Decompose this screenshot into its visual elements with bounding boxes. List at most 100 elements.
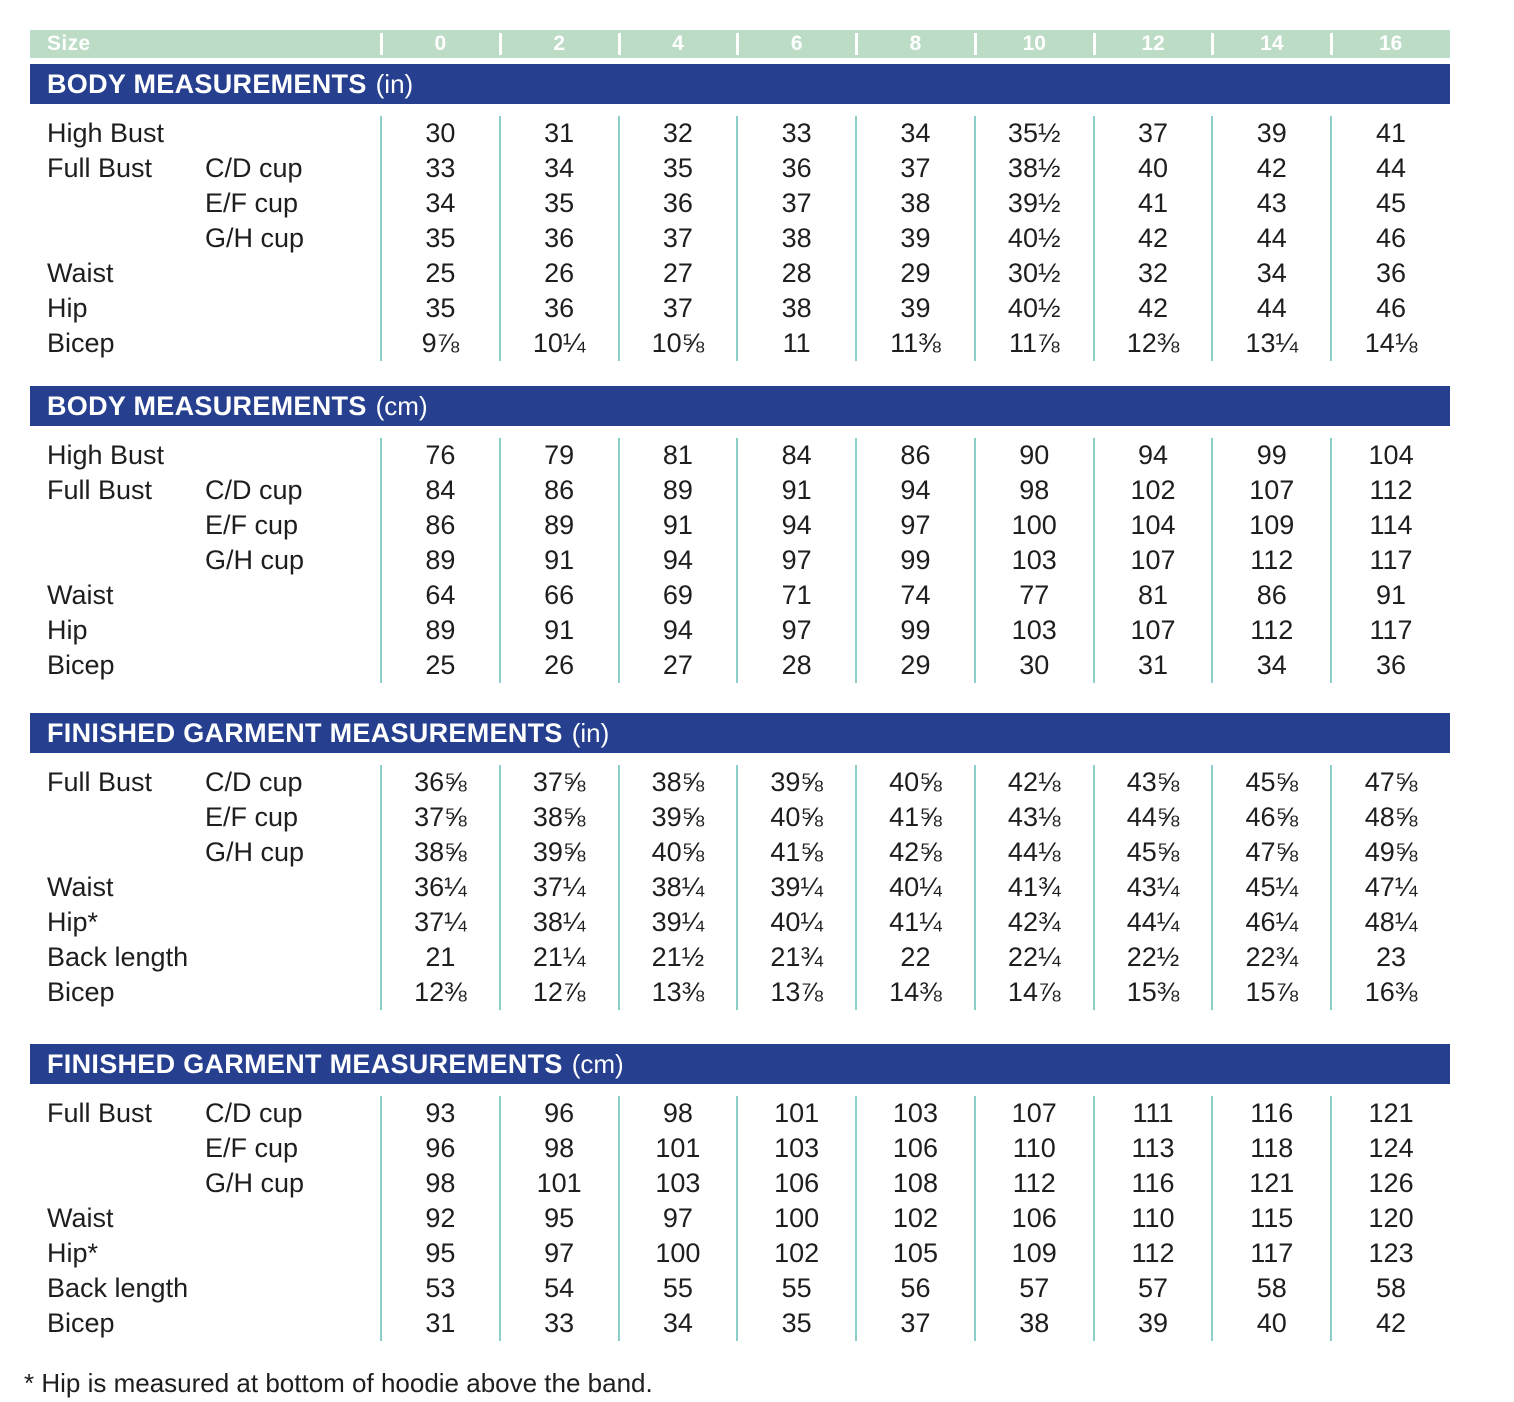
measurement-value: 102 — [1092, 473, 1213, 508]
measurement-value: 39 — [1211, 116, 1332, 151]
measurement-value: 55 — [736, 1271, 857, 1306]
measurement-value: 35 — [380, 221, 500, 256]
section-header-bar: FINISHED GARMENT MEASUREMENTS (in) — [30, 713, 1450, 753]
measurement-value: 37 — [1092, 116, 1213, 151]
measurement-value: 124 — [1330, 1131, 1450, 1166]
row-label — [30, 1166, 205, 1201]
measurement-value: 40¼ — [736, 905, 857, 940]
measurement-value: 89 — [498, 508, 619, 543]
measurement-value: 40⅝ — [736, 800, 857, 835]
measurement-value: 29 — [855, 648, 975, 683]
measurement-value: 38½ — [973, 151, 1094, 186]
measurement-value: 37 — [736, 186, 857, 221]
measurement-value: 114 — [1330, 508, 1450, 543]
measurement-value: 112 — [1330, 473, 1450, 508]
measurement-value: 39 — [855, 291, 975, 326]
section-unit: (cm) — [571, 1048, 624, 1079]
measurement-value: 48¼ — [1330, 905, 1450, 940]
measurement-row: G/H cup 35 36 37 38 39 40½ 42 44 46 — [30, 221, 1450, 256]
measurement-value: 90 — [973, 438, 1094, 473]
measurement-value: 39 — [855, 221, 975, 256]
measurement-value: 40 — [1211, 1306, 1332, 1341]
row-cup-label: C/D cup — [205, 475, 303, 505]
measurement-value: 36 — [498, 291, 619, 326]
measurement-section: FINISHED GARMENT MEASUREMENTS (cm) Full … — [30, 1044, 1450, 1341]
measurement-value: 41 — [1092, 186, 1213, 221]
measurement-value: 38 — [736, 221, 857, 256]
row-label: Full Bust — [47, 767, 153, 797]
measurement-value: 116 — [1092, 1166, 1213, 1201]
row-label: Full Bust — [47, 1098, 153, 1128]
size-column-header: 14 — [1211, 30, 1331, 58]
measurement-value: 100 — [617, 1236, 738, 1271]
measurement-value: 98 — [617, 1096, 738, 1131]
measurement-section: FINISHED GARMENT MEASUREMENTS (in) Full … — [30, 713, 1450, 1010]
row-cup-label: C/D cup — [205, 767, 303, 797]
measurement-value: 40 — [1092, 151, 1213, 186]
measurement-value: 43⅝ — [1092, 765, 1213, 800]
measurement-value: 101 — [617, 1131, 738, 1166]
measurement-value: 106 — [855, 1131, 975, 1166]
measurement-value: 48⅝ — [1330, 800, 1450, 835]
measurement-value: 93 — [380, 1096, 500, 1131]
measurement-row: G/H cup 98 101 103 106 108 112 116 121 126 — [30, 1166, 1450, 1201]
row-label: Back length — [47, 1273, 189, 1303]
measurement-value: 58 — [1211, 1271, 1332, 1306]
measurement-value: 54 — [498, 1271, 619, 1306]
measurement-value: 103 — [973, 613, 1094, 648]
measurement-value: 37 — [617, 291, 738, 326]
section-header-bar: BODY MEASUREMENTS (in) — [30, 64, 1450, 104]
row-cup-label — [205, 578, 381, 613]
measurement-value: 99 — [855, 613, 975, 648]
measurement-value: 27 — [617, 648, 738, 683]
measurement-value: 103 — [855, 1096, 975, 1131]
measurement-value: 107 — [973, 1096, 1094, 1131]
row-label: Hip* — [47, 907, 99, 937]
measurement-value: 102 — [736, 1236, 857, 1271]
measurement-row: High Bust 76 79 81 84 86 90 94 99 104 — [30, 438, 1450, 473]
measurement-value: 39⅝ — [617, 800, 738, 835]
measurement-value: 33 — [380, 151, 500, 186]
measurement-row: E/F cup 37⅝ 38⅝ 39⅝ 40⅝ 41⅝ 43⅛ 44⅝ 46⅝ 48⅝ — [30, 800, 1450, 835]
measurement-value: 112 — [973, 1166, 1094, 1201]
measurement-value: 28 — [736, 256, 857, 291]
measurement-value: 91 — [498, 613, 619, 648]
measurement-value: 32 — [617, 116, 738, 151]
measurement-value: 98 — [498, 1131, 619, 1166]
measurement-value: 81 — [617, 438, 738, 473]
measurement-value: 45 — [1330, 186, 1450, 221]
measurement-value: 107 — [1092, 613, 1213, 648]
measurement-value: 39⅝ — [736, 765, 857, 800]
measurement-value: 40¼ — [855, 870, 975, 905]
row-cup-label: E/F cup — [205, 802, 299, 832]
measurement-value: 45⅝ — [1092, 835, 1213, 870]
measurement-value: 39¼ — [736, 870, 857, 905]
hip-footnote: * Hip is measured at bottom of hoodie ab… — [24, 1368, 653, 1398]
measurement-value: 42⅛ — [973, 765, 1094, 800]
measurement-value: 41⅝ — [855, 800, 975, 835]
measurement-value: 118 — [1211, 1131, 1332, 1166]
measurement-value: 46 — [1330, 291, 1450, 326]
measurement-value: 14⅛ — [1330, 326, 1450, 361]
measurement-value: 100 — [736, 1201, 857, 1236]
measurement-value: 81 — [1092, 578, 1213, 613]
measurement-value: 97 — [736, 613, 857, 648]
measurement-value: 95 — [380, 1236, 500, 1271]
measurement-row: Bicep 12⅜ 12⅞ 13⅜ 13⅞ 14⅜ 14⅞ 15⅜ 15⅞ 16⅜ — [30, 975, 1450, 1010]
row-label: Back length — [47, 942, 189, 972]
measurement-value: 37⅝ — [380, 800, 500, 835]
measurement-value: 99 — [855, 543, 975, 578]
measurement-value: 47¼ — [1330, 870, 1450, 905]
measurement-value: 97 — [617, 1201, 738, 1236]
measurement-value: 21½ — [617, 940, 738, 975]
measurement-value: 38⅝ — [498, 800, 619, 835]
measurement-value: 104 — [1092, 508, 1213, 543]
measurement-value: 39⅝ — [498, 835, 619, 870]
row-cup-label — [205, 256, 381, 291]
measurement-value: 21 — [380, 940, 500, 975]
measurement-value: 45⅝ — [1211, 765, 1332, 800]
measurement-value: 44⅝ — [1092, 800, 1213, 835]
measurement-value: 96 — [380, 1131, 500, 1166]
measurement-value: 34 — [1211, 256, 1332, 291]
size-column-header: 12 — [1092, 30, 1213, 58]
